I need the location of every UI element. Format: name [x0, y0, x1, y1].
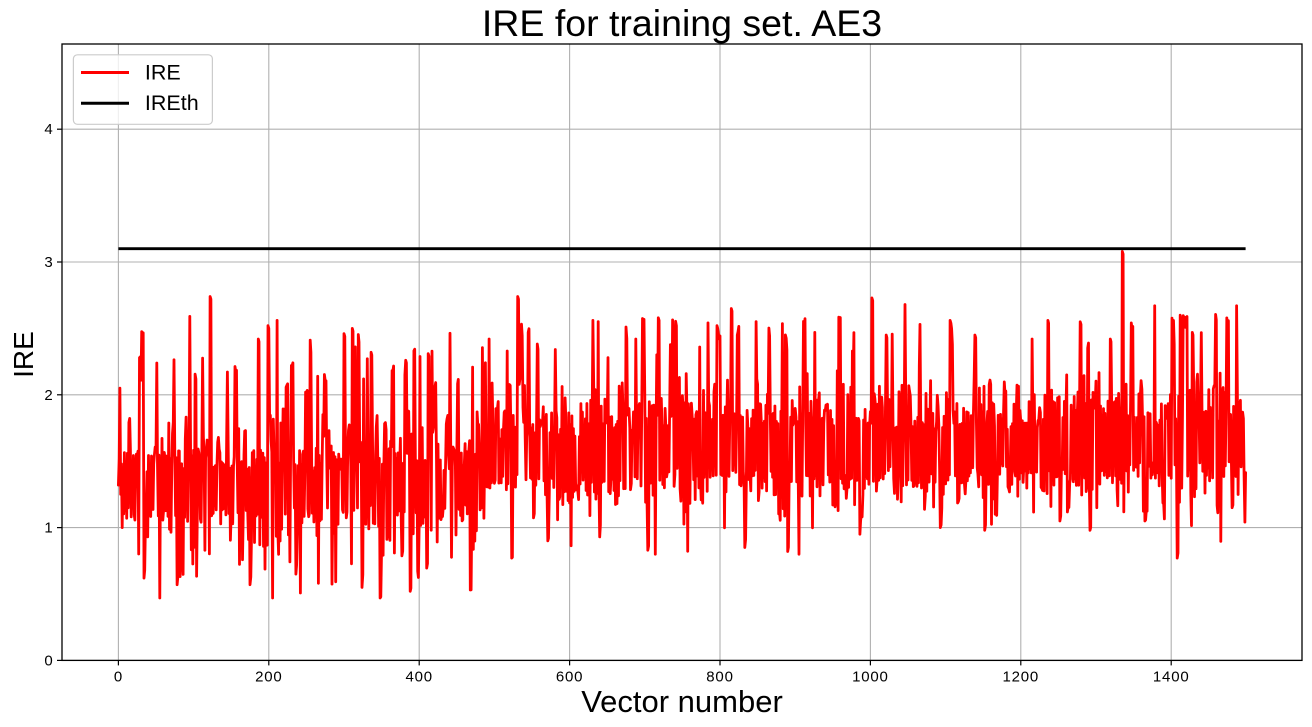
svg-text:200: 200	[255, 669, 282, 686]
svg-text:800: 800	[706, 669, 733, 686]
svg-text:IREth: IREth	[145, 91, 199, 115]
svg-text:4: 4	[44, 121, 53, 138]
svg-text:1: 1	[44, 520, 53, 537]
svg-text:0: 0	[114, 669, 123, 686]
svg-text:1000: 1000	[852, 669, 889, 686]
svg-text:600: 600	[556, 669, 583, 686]
svg-text:Vector number: Vector number	[581, 684, 783, 719]
svg-text:1200: 1200	[1003, 669, 1040, 686]
svg-text:1400: 1400	[1153, 669, 1190, 686]
svg-text:3: 3	[44, 254, 53, 271]
svg-text:IRE: IRE	[145, 60, 181, 84]
svg-text:2: 2	[44, 387, 53, 404]
svg-text:IRE for training set. AE3: IRE for training set. AE3	[482, 2, 882, 44]
svg-text:IRE: IRE	[8, 331, 39, 378]
svg-text:0: 0	[44, 652, 53, 669]
svg-text:400: 400	[405, 669, 432, 686]
